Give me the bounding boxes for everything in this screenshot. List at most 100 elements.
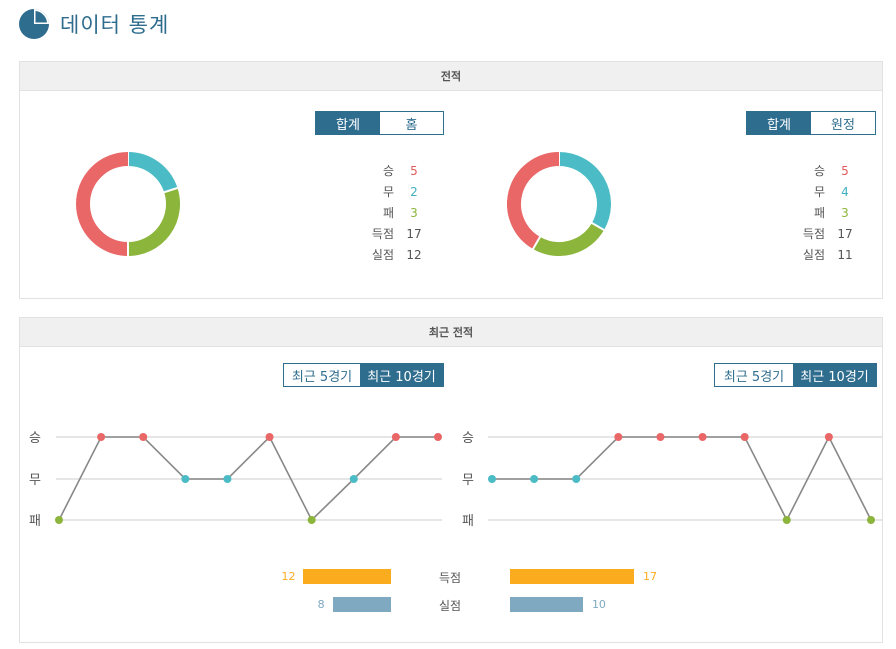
stat-label: 득점 (371, 227, 394, 241)
result-point (55, 516, 63, 524)
y-axis-label: 승 (462, 431, 474, 446)
left-goals-bar (303, 569, 391, 584)
stat-row: 실점 11 (771, 244, 865, 265)
page-title: 데이터 통계 (60, 13, 170, 37)
results-line (58, 435, 438, 522)
stat-value: 4 (841, 184, 849, 199)
left-goals-value: 12 (281, 570, 296, 583)
stat-label: 승 (813, 164, 825, 178)
result-point (265, 433, 274, 441)
y-axis-label: 승 (29, 431, 41, 446)
stat-label: 무 (382, 185, 394, 199)
overall-record-panel: 전적 합계 홈 합계 원정 승 5 무 2 패 3 득점 17 실점 12 승 5 무 4 패 3 득점 17 실… (19, 61, 883, 299)
results-line (492, 435, 872, 522)
left-venue-toggle: 합계 홈 (315, 111, 444, 135)
stat-label: 승 (382, 164, 394, 178)
result-point (740, 433, 749, 441)
donut-separator (531, 235, 542, 251)
stat-value: 12 (406, 247, 422, 262)
page-header: 데이터 통계 (18, 6, 169, 42)
stat-value: 5 (410, 163, 418, 178)
result-point (181, 475, 190, 483)
stat-label: 패 (813, 206, 825, 220)
result-point (572, 475, 581, 483)
right-venue-toggle: 합계 원정 (746, 111, 876, 135)
result-point (97, 433, 106, 441)
right-conceded-bar (510, 597, 583, 612)
toggle-total-right[interactable]: 합계 (747, 112, 811, 134)
stat-value: 11 (837, 247, 853, 262)
stat-value: 5 (841, 163, 849, 178)
section-title: 최근 전적 (20, 318, 882, 347)
stat-value: 2 (410, 184, 418, 199)
donut-loss-segment (127, 187, 180, 256)
result-point (614, 433, 623, 441)
right-record-donut (507, 152, 611, 256)
section-title: 전적 (20, 62, 882, 91)
donut-win-segment (76, 152, 129, 256)
right-recent-toggle: 최근 5경기 최근 10경기 (714, 363, 877, 387)
stat-value: 3 (410, 205, 418, 220)
left-stats: 승 5 무 2 패 3 득점 17 실점 12 (340, 160, 434, 265)
left-recent-results-chart: 승무패 (29, 431, 442, 529)
donut-win-segment (507, 152, 560, 250)
stat-label: 무 (813, 185, 825, 199)
y-axis-label: 패 (462, 514, 474, 529)
donut-draw-segment (558, 152, 611, 230)
conceded-label: 실점 (438, 599, 462, 613)
donut-draw-segment (127, 152, 178, 193)
stat-label: 실점 (802, 248, 825, 262)
stat-label: 패 (382, 206, 394, 220)
donut-separator (162, 186, 179, 194)
result-point (782, 516, 791, 524)
goals-label: 득점 (438, 571, 462, 585)
right-goals-value: 17 (643, 570, 657, 583)
toggle-recent-5-right[interactable]: 최근 5경기 (723, 369, 785, 385)
result-point (656, 433, 665, 441)
y-axis-label: 무 (462, 473, 474, 488)
stat-value: 17 (837, 226, 853, 241)
donut-loss-segment (533, 222, 605, 256)
toggle-home[interactable]: 홈 (405, 117, 418, 133)
result-point (698, 433, 707, 441)
right-goals-bar (510, 569, 634, 584)
right-conceded-value: 10 (591, 598, 606, 611)
result-point (867, 516, 875, 524)
result-point (223, 475, 232, 483)
result-point (824, 433, 833, 441)
y-axis-label: 패 (29, 514, 41, 529)
stat-row: 실점 12 (340, 244, 434, 265)
result-point (307, 516, 316, 524)
toggle-recent-10-left[interactable]: 최근 10경기 (360, 364, 443, 386)
toggle-total-left[interactable]: 합계 (316, 112, 380, 134)
result-point (488, 475, 496, 483)
right-stats: 승 5 무 4 패 3 득점 17 실점 11 (771, 160, 865, 265)
result-point (139, 433, 148, 441)
right-recent-results-chart: 승무패 (462, 431, 882, 529)
result-point (391, 433, 400, 441)
pie-chart-icon (19, 9, 49, 39)
stat-label: 득점 (802, 227, 825, 241)
result-point (530, 475, 539, 483)
stat-row: 득점 17 (771, 223, 865, 244)
toggle-away[interactable]: 원정 (831, 117, 855, 133)
toggle-recent-10-right[interactable]: 최근 10경기 (793, 364, 876, 386)
toggle-recent-5-left[interactable]: 최근 5경기 (291, 369, 353, 385)
stat-value: 17 (406, 226, 422, 241)
result-point (434, 433, 442, 441)
left-conceded-bar (332, 597, 391, 612)
stat-row: 득점 17 (340, 223, 434, 244)
stat-value: 3 (841, 205, 849, 220)
left-conceded-value: 8 (317, 598, 325, 611)
y-axis-label: 무 (29, 473, 41, 488)
result-point (349, 475, 358, 483)
stat-label: 실점 (371, 248, 394, 262)
donut-separator (590, 221, 606, 232)
